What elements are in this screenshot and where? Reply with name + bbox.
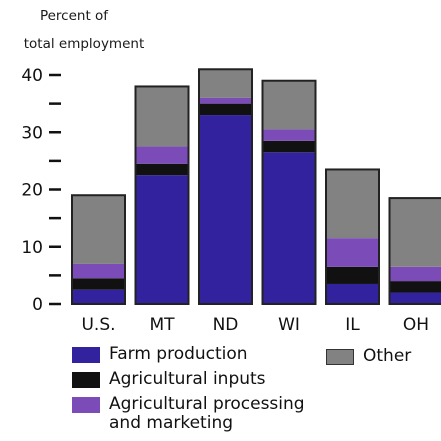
bar-oh-seg-3 <box>389 198 441 267</box>
bar-wi-seg-1 <box>262 140 316 153</box>
category-label-mt: MT <box>149 315 175 335</box>
bars-group <box>71 68 441 306</box>
bar-outline-wi <box>261 79 317 305</box>
y-axis-label-line2: total employment <box>24 36 145 52</box>
legend-item-agricultural-processing: Agricultural processing and marketing <box>72 395 305 433</box>
bar-outline-il <box>325 168 380 305</box>
legend-label-agricultural-inputs: Agricultural inputs <box>109 369 266 389</box>
bar-mt-seg-3 <box>135 86 189 147</box>
bar-us-seg-1 <box>72 278 125 290</box>
legend-swatch-agricultural-processing <box>72 397 100 413</box>
bar-oh-seg-1 <box>389 281 441 293</box>
bar-il-seg-1 <box>326 266 379 284</box>
category-label-wi: WI <box>278 315 300 335</box>
bar-mt-seg-1 <box>135 163 189 176</box>
bar-outline-mt <box>134 85 190 305</box>
bar-us-seg-3 <box>72 195 125 264</box>
legend-label-agricultural-processing: Agricultural processing and marketing <box>109 395 305 433</box>
y-axis-label-line1: Percent of <box>40 8 109 24</box>
category-label-oh: OH <box>403 315 429 335</box>
bar-outline-nd <box>198 68 253 306</box>
bar-nd-seg-3 <box>199 69 252 98</box>
legend-item-agricultural-inputs: Agricultural inputs <box>72 370 266 389</box>
bar-mt-seg-2 <box>135 146 189 164</box>
y-tick-label-10: 10 <box>21 238 43 258</box>
bar-il-seg-3 <box>326 169 379 239</box>
bar-mt-seg-0 <box>135 175 189 304</box>
bar-oh-seg-2 <box>389 266 441 282</box>
legend-item-farm-production: Farm production <box>72 345 248 364</box>
bar-il-seg-0 <box>326 283 379 304</box>
y-tick-label-30: 30 <box>21 123 43 143</box>
bar-us-seg-2 <box>72 263 125 279</box>
bar-outline-oh <box>388 197 441 305</box>
bar-nd-seg-0 <box>199 115 252 304</box>
y-tick-label-0: 0 <box>32 295 43 315</box>
legend-label-processing-line1: Agricultural processing <box>109 394 305 414</box>
legend: Farm production Other Agricultural input… <box>72 341 432 437</box>
y-tick-label-20: 20 <box>21 181 43 201</box>
bar-nd-seg-1 <box>199 103 252 116</box>
bar-nd-seg-2 <box>199 97 252 104</box>
bar-outline-us <box>71 194 126 306</box>
bar-il-seg-2 <box>326 238 379 267</box>
legend-swatch-agricultural-inputs <box>72 372 100 388</box>
bar-us-seg-0 <box>72 289 125 304</box>
legend-item-other: Other <box>326 347 411 366</box>
y-axis: 0 10 20 30 40 <box>21 66 61 315</box>
legend-label-processing-line2: and marketing <box>109 413 234 433</box>
bar-oh-seg-0 <box>389 292 441 304</box>
bar-wi-seg-3 <box>262 80 316 130</box>
legend-swatch-farm-production <box>72 347 100 363</box>
legend-swatch-other <box>326 349 354 365</box>
category-label-nd: ND <box>213 315 239 335</box>
bar-wi-seg-2 <box>262 129 316 141</box>
legend-label-farm-production: Farm production <box>109 344 248 364</box>
category-label-il: IL <box>345 315 360 335</box>
category-labels: U.S. MT ND WI IL OH <box>81 315 429 335</box>
bar-wi-seg-0 <box>262 152 316 304</box>
legend-label-other: Other <box>363 346 412 366</box>
category-label-us: U.S. <box>81 315 115 335</box>
y-tick-label-40: 40 <box>21 66 43 86</box>
